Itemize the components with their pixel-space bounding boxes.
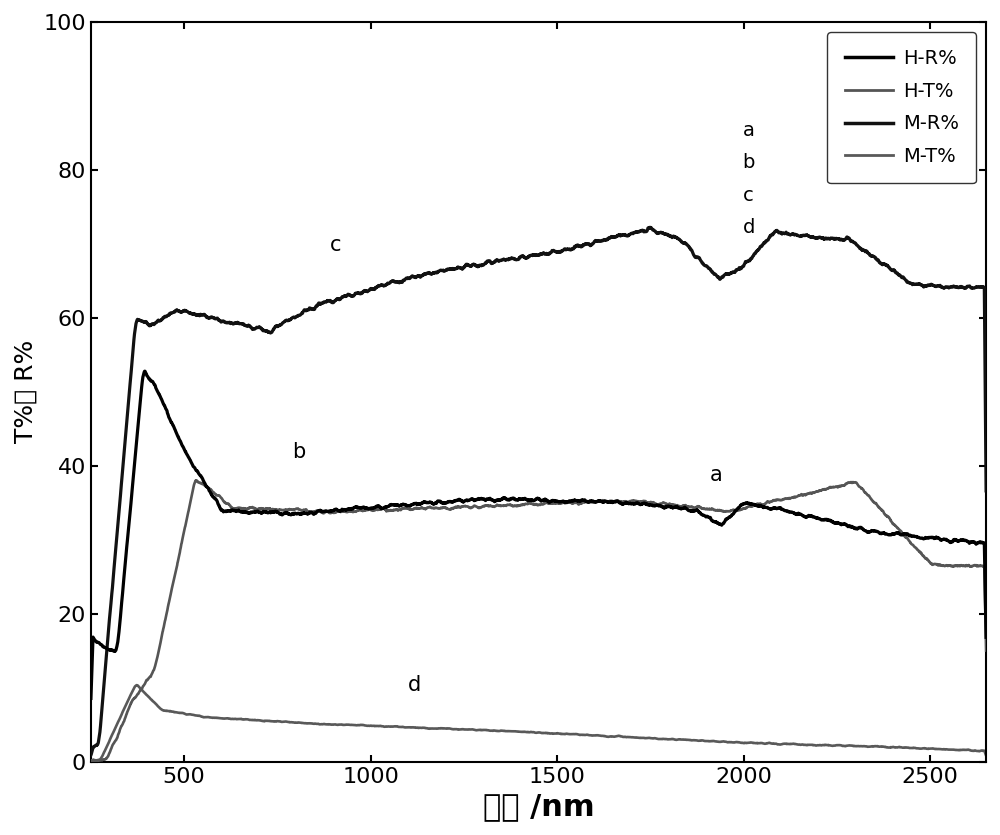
Legend: H-R%, H-T%, M-R%, M-T%: H-R%, H-T%, M-R%, M-T% — [827, 32, 976, 184]
Y-axis label: T%或 R%: T%或 R% — [14, 340, 38, 443]
Text: d: d — [408, 676, 421, 696]
Text: c: c — [742, 186, 753, 205]
Text: d: d — [742, 219, 755, 237]
Text: a: a — [742, 120, 754, 139]
Text: b: b — [292, 443, 306, 463]
Text: b: b — [742, 154, 755, 172]
Text: a: a — [710, 464, 723, 484]
Text: c: c — [330, 235, 341, 256]
X-axis label: 波长 /nm: 波长 /nm — [483, 792, 594, 821]
